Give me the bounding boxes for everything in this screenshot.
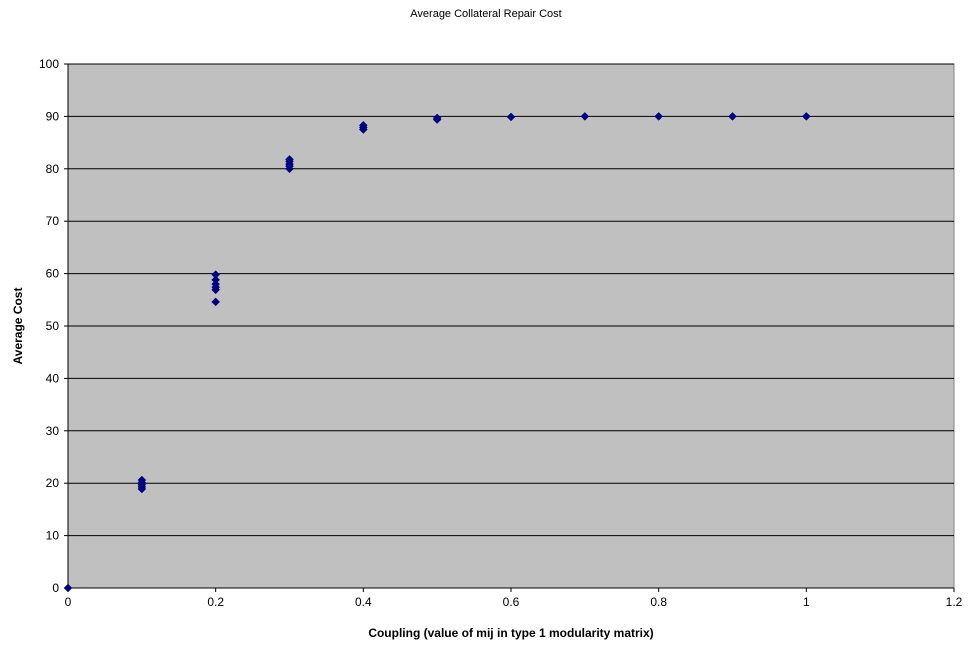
y-tick-label: 10 bbox=[46, 529, 60, 543]
y-tick-label: 40 bbox=[46, 371, 60, 385]
y-tick-label: 60 bbox=[46, 267, 60, 281]
data-point-marker bbox=[211, 275, 221, 285]
data-point-marker bbox=[432, 113, 442, 123]
data-point-marker bbox=[580, 112, 590, 121]
data-point-marker bbox=[211, 297, 221, 307]
data-point-marker bbox=[506, 112, 516, 122]
data-point-marker bbox=[211, 270, 221, 280]
x-tick-label: 1.2 bbox=[946, 595, 963, 609]
axes bbox=[64, 63, 955, 592]
data-point-marker bbox=[63, 583, 73, 593]
x-tick-label: 0.8 bbox=[650, 595, 667, 609]
data-point-marker bbox=[137, 475, 147, 485]
data-point-marker bbox=[728, 112, 737, 121]
x-tick-label: 1 bbox=[803, 595, 810, 609]
data-points bbox=[63, 112, 811, 593]
y-tick-label: 70 bbox=[46, 214, 60, 228]
y-axis-title: Average Cost bbox=[11, 288, 25, 365]
data-point-marker bbox=[358, 120, 368, 130]
y-tick-label: 90 bbox=[46, 109, 60, 123]
x-tick-label: 0.4 bbox=[355, 595, 372, 609]
y-tick-label: 50 bbox=[46, 319, 60, 333]
y-tick-label: 0 bbox=[52, 581, 59, 595]
y-tick-label: 30 bbox=[46, 424, 60, 438]
chart-title: Average Collateral Repair Cost bbox=[410, 8, 561, 20]
tick-labels: 0 10 20 30 40 50 60 70 80 90 100 0 0.2 0.4 0.6 0.8 1 1.2 bbox=[39, 57, 963, 609]
y-tick-label: 100 bbox=[39, 57, 59, 71]
x-axis-title: Coupling (value of mij in type 1 modular… bbox=[368, 626, 653, 640]
y-tick-label: 20 bbox=[46, 476, 60, 490]
data-point-marker bbox=[801, 112, 811, 121]
x-tick-label: 0 bbox=[65, 595, 72, 609]
x-tick-label: 0.6 bbox=[503, 595, 520, 609]
x-tick-label: 0.2 bbox=[207, 595, 224, 609]
data-point-marker bbox=[285, 155, 294, 164]
data-point-marker bbox=[654, 112, 664, 121]
y-tick-label: 80 bbox=[46, 162, 60, 176]
